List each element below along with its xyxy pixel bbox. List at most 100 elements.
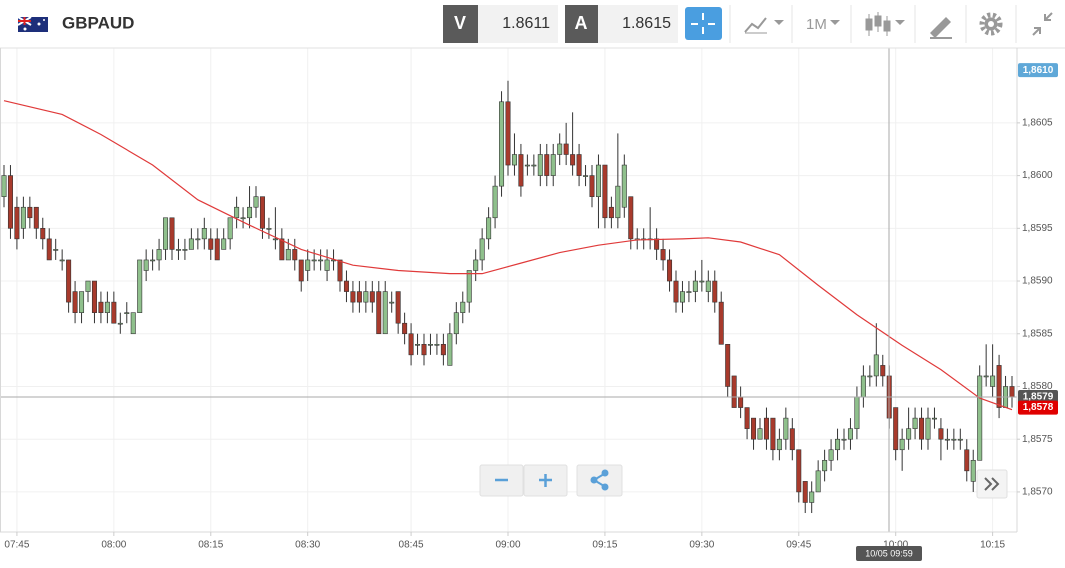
x-tick-label: 08:15 — [198, 540, 223, 551]
candle-up — [188, 238, 194, 250]
candle-up — [860, 375, 866, 398]
crosshair-time: 10/05 09:59 — [865, 548, 913, 558]
y-tick-label: 1,8595 — [1022, 223, 1053, 234]
candle-down — [46, 238, 52, 261]
candle-up — [137, 259, 143, 313]
candle-up — [266, 228, 272, 230]
share-button[interactable] — [576, 464, 623, 497]
candle-down — [402, 322, 408, 335]
x-tick-label: 08:45 — [399, 540, 424, 551]
candle-up — [970, 459, 976, 482]
candle-up — [473, 259, 479, 271]
candle-up — [951, 438, 957, 441]
indicator-button[interactable] — [744, 17, 784, 34]
y-tick-label: 1,8600 — [1022, 170, 1053, 181]
candle-down — [628, 196, 634, 240]
candle-up — [130, 312, 136, 335]
candle-up — [227, 217, 233, 240]
price-marker-label: 1,8578 — [1023, 402, 1054, 413]
candle-down — [731, 375, 737, 408]
candle-down — [1009, 386, 1015, 398]
candle-up — [499, 101, 505, 187]
candle-down — [602, 164, 608, 219]
period[interactable]: 1M — [806, 16, 827, 33]
candle-up — [234, 206, 240, 219]
candle-down — [27, 206, 33, 219]
candle-up — [847, 428, 853, 440]
candle-down — [72, 291, 78, 313]
candle-down — [880, 365, 886, 377]
x-tick-label: 07:45 — [4, 540, 29, 551]
candle-up — [524, 164, 530, 167]
symbol: GBPAUD — [62, 13, 134, 32]
candle-up — [899, 438, 905, 451]
candle-up — [201, 228, 207, 240]
y-tick-label: 1,8585 — [1022, 328, 1053, 339]
ask-button[interactable] — [565, 5, 598, 43]
candle-down — [576, 154, 582, 176]
candle-up — [460, 301, 466, 313]
candle-up — [318, 259, 324, 262]
bid-button[interactable] — [443, 5, 478, 43]
draw-button[interactable] — [930, 17, 952, 39]
candle-down — [169, 217, 175, 250]
candle-up — [621, 164, 627, 208]
candle-up — [53, 249, 59, 251]
candle-up — [156, 249, 162, 261]
candle-down — [964, 449, 970, 472]
candle-up — [867, 375, 873, 378]
scroll-end-button[interactable] — [976, 469, 1008, 499]
candle-down — [421, 344, 427, 356]
candle-down — [919, 417, 925, 440]
candle-up — [389, 301, 395, 304]
candle-up — [854, 396, 860, 429]
candle-up — [583, 175, 589, 177]
candle-up — [841, 438, 847, 441]
candle-down — [369, 291, 375, 303]
y-tick-label: 1,8570 — [1022, 487, 1053, 498]
zoom-in-button[interactable] — [523, 464, 568, 497]
candle-up — [511, 154, 517, 166]
crosshair-button[interactable] — [685, 7, 722, 40]
candle-up — [79, 291, 85, 313]
candle-down — [356, 291, 362, 303]
candle-down — [376, 291, 382, 335]
candle-up — [492, 185, 498, 219]
candle-down — [298, 259, 304, 282]
candle-up — [427, 344, 433, 346]
candle-up — [85, 280, 91, 292]
candle-up — [247, 206, 253, 219]
candle-down — [996, 365, 1002, 408]
bid-price: 1.8611 — [502, 15, 550, 32]
candle-down — [440, 344, 446, 356]
candle-up — [221, 238, 227, 250]
candle-up — [550, 154, 556, 176]
candle-up — [117, 322, 123, 325]
candle-up — [931, 417, 937, 420]
price-marker-label: 1,8610 — [1023, 65, 1054, 76]
candle-up — [977, 375, 983, 461]
candle-up — [828, 449, 834, 461]
candle-up — [143, 259, 149, 271]
axes: 1,8570 1,8575 1,8580 1,8585 1,8590 1,8595 1,86… — [4, 63, 1058, 561]
candle-down — [279, 238, 285, 261]
candle-up — [466, 270, 472, 303]
settings-button[interactable] — [979, 12, 1003, 36]
price-marker — [1018, 390, 1058, 405]
bid-label: V — [454, 13, 466, 33]
candle-up — [195, 238, 201, 241]
moving-average — [3, 100, 1013, 411]
candle-up — [615, 185, 621, 219]
chart-type-button[interactable] — [865, 12, 905, 36]
candle-up — [983, 375, 989, 378]
candle-down — [738, 396, 744, 408]
candle-up — [363, 291, 369, 303]
candle-up — [957, 438, 963, 441]
crosshair-time-box — [856, 546, 922, 561]
zoom-out-button[interactable] — [479, 464, 524, 497]
candle-down — [505, 101, 511, 166]
candle-down — [111, 301, 117, 324]
candle-up — [1, 175, 7, 197]
minimize-button[interactable] — [1032, 12, 1053, 36]
